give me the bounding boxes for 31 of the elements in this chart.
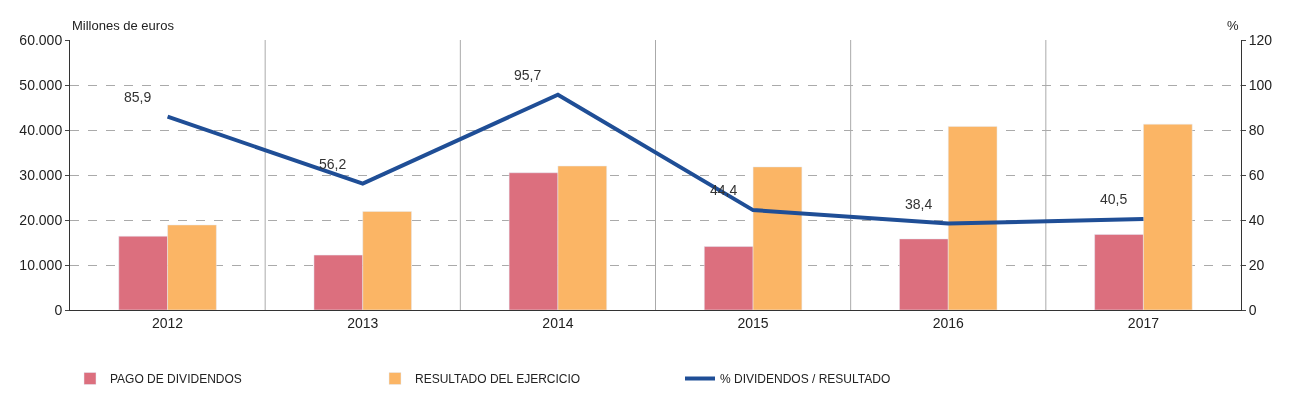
legend-label: PAGO DE DIVIDENDOS (110, 372, 242, 387)
y-tick-label: 0 (54, 301, 63, 318)
x-tick-label: 2014 (542, 314, 574, 331)
x-tick-label: 2016 (932, 314, 965, 331)
x-tick-label: 2013 (347, 314, 379, 331)
data-label: 95,7 (514, 67, 542, 83)
y2-axis-title: % (1227, 18, 1239, 33)
legend-label: RESULTADO DEL EJERCICIO (415, 372, 581, 387)
y-tick-label: 20.000 (19, 211, 63, 228)
y2-tick-label: 0 (1248, 301, 1257, 318)
y2-tick-label: 40 (1248, 211, 1265, 228)
y-tick-label: 50.000 (19, 76, 63, 93)
x-tick-label: 2017 (1127, 314, 1160, 331)
y-axis-title: Millones de euros (72, 18, 175, 33)
x-tick-label: 2012 (152, 314, 184, 331)
data-label: 40,5 (1100, 191, 1128, 207)
y2-tick-label: 80 (1248, 121, 1265, 138)
y-tick-label: 30.000 (19, 166, 63, 183)
y-tick-label: 10.000 (19, 256, 63, 273)
y-tick-label: 60.000 (19, 31, 63, 48)
y2-tick-label: 20 (1248, 256, 1265, 273)
data-label: 38,4 (905, 196, 933, 212)
y-tick-label: 40.000 (19, 121, 63, 138)
legend-label: % DIVIDENDOS / RESULTADO (720, 372, 891, 387)
x-tick-label: 2015 (737, 314, 769, 331)
y2-tick-label: 100 (1248, 76, 1273, 93)
line-series (165, 92, 1146, 226)
y2-tick-label: 120 (1248, 31, 1273, 48)
y2-tick-label: 60 (1248, 166, 1265, 183)
data-label: 85,9 (124, 89, 152, 105)
data-label: 56,2 (319, 156, 347, 172)
